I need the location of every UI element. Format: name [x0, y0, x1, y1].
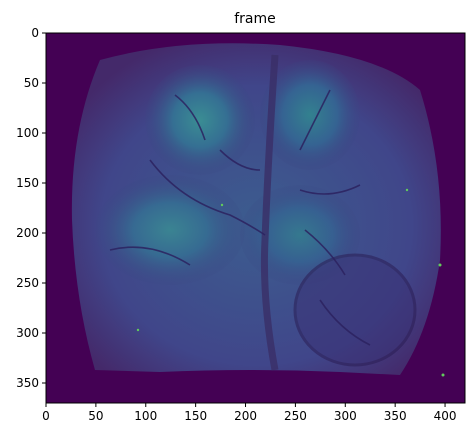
x-tick-label: 100	[134, 409, 157, 423]
y-axis: 0 50 100 150 200 250 300 350	[16, 26, 46, 390]
y-tick-label: 200	[16, 226, 39, 240]
y-tick-label: 100	[16, 126, 39, 140]
blood-vessels	[109, 89, 371, 346]
y-tick-label: 0	[31, 26, 39, 40]
midline	[260, 54, 279, 371]
x-tick-label: 350	[384, 409, 407, 423]
bright-specks	[136, 188, 445, 377]
axes-frame	[45, 32, 466, 404]
y-tick-label: 300	[16, 326, 39, 340]
x-tick-label: 200	[234, 409, 257, 423]
x-axis: 0 50 100 150 200 250 300 350 400	[42, 403, 457, 423]
x-tick-label: 300	[334, 409, 357, 423]
y-tick-label: 50	[24, 76, 39, 90]
lobe-upper-left	[145, 65, 255, 175]
cranial-window	[293, 253, 417, 367]
image-frame	[46, 33, 465, 403]
y-tick-label: 250	[16, 276, 39, 290]
lobe-lower-left	[95, 175, 245, 285]
y-tick-label: 350	[16, 376, 39, 390]
x-tick-label: 50	[88, 409, 103, 423]
x-tick-label: 0	[42, 409, 50, 423]
lobe-upper-right	[260, 60, 360, 170]
chart-title: frame	[234, 11, 276, 27]
x-tick-label: 150	[184, 409, 207, 423]
y-tick-label: 150	[16, 176, 39, 190]
x-tick-label: 250	[284, 409, 307, 423]
x-tick-label: 400	[434, 409, 457, 423]
